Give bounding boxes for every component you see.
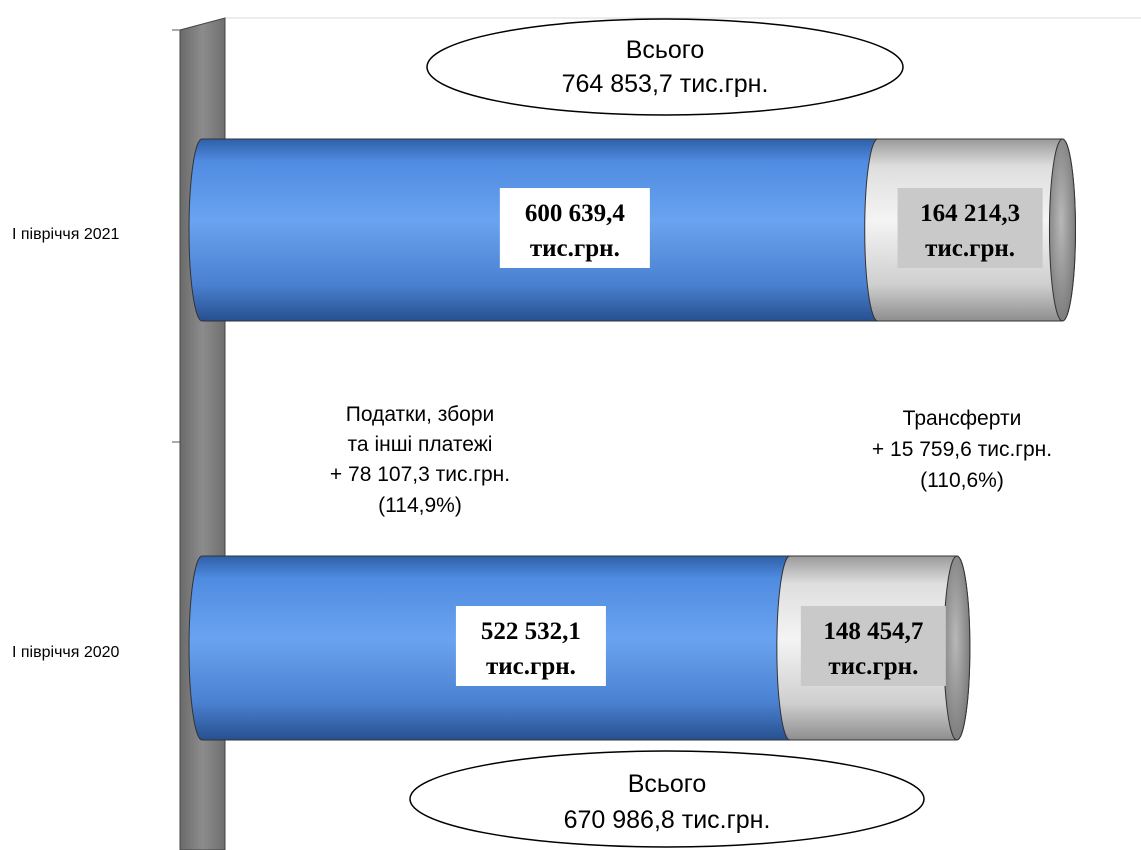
value-label-box-transfers-2021 — [897, 188, 1043, 268]
total-2021-title: Всього — [626, 36, 705, 64]
value-label-taxes-2020: 522 532,1 — [481, 618, 581, 645]
annotation-transfers-line-1: Трансферти — [903, 407, 1022, 430]
value-unit-taxes-2020: тис.грн. — [486, 653, 576, 680]
total-2020-title: Всього — [628, 770, 707, 798]
value-unit-transfers-2021: тис.грн. — [925, 235, 1015, 262]
value-label-box-taxes-2020 — [455, 606, 606, 686]
value-label-box-taxes-2021 — [499, 188, 650, 268]
annotation-taxes-line-2: та інші платежі — [348, 433, 493, 456]
annotation-transfers: Трансферти + 15 759,6 тис.грн. (110,6%) — [872, 407, 1052, 492]
annotation-taxes: Податки, збори та інші платежі + 78 107,… — [330, 403, 510, 517]
value-label-box-transfers-2020 — [800, 606, 946, 686]
bar-end-cap-2021 — [1048, 138, 1076, 322]
value-label-transfers-2021: 164 214,3 — [920, 200, 1020, 227]
total-2021: Всього 764 853,7 тис.грн. — [426, 18, 904, 116]
annotation-taxes-line-3: + 78 107,3 тис.грн. — [330, 463, 510, 486]
total-2020: Всього 670 986,8 тис.грн. — [409, 750, 925, 848]
value-label-taxes-2021: 600 639,4 — [525, 200, 626, 227]
total-2021-value: 764 853,7 тис.грн. — [562, 70, 769, 98]
value-unit-transfers-2020: тис.грн. — [828, 653, 918, 680]
annotation-transfers-line-2: + 15 759,6 тис.грн. — [872, 438, 1052, 461]
category-label-2021: I півріччя 2021 — [12, 226, 120, 243]
total-2020-value: 670 986,8 тис.грн. — [564, 806, 771, 834]
annotation-transfers-line-3: (110,6%) — [920, 469, 1004, 492]
value-unit-taxes-2021: тис.грн. — [530, 235, 620, 262]
annotation-taxes-line-1: Податки, збори — [346, 403, 495, 426]
bar-end-cap-2020 — [943, 555, 971, 741]
category-label-2020: I півріччя 2020 — [12, 644, 120, 661]
value-label-transfers-2020: 148 454,7 — [823, 618, 923, 645]
annotation-taxes-line-4: (114,9%) — [378, 494, 462, 517]
